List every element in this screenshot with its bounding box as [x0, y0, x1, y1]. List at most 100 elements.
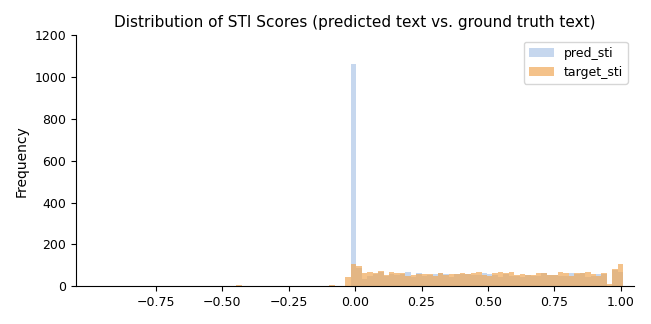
Bar: [542, 273, 547, 286]
Bar: [438, 273, 443, 286]
Bar: [563, 273, 569, 286]
Bar: [514, 276, 519, 286]
Bar: [542, 273, 547, 286]
Bar: [406, 276, 411, 286]
Bar: [427, 274, 432, 286]
Bar: [367, 276, 372, 286]
Bar: [443, 274, 449, 286]
Bar: [416, 274, 422, 286]
Bar: [569, 276, 574, 286]
Bar: [367, 272, 372, 286]
Bar: [503, 274, 509, 286]
Bar: [395, 273, 400, 286]
Bar: [519, 274, 525, 286]
Bar: [476, 272, 482, 286]
Bar: [389, 274, 395, 286]
Bar: [503, 273, 509, 286]
Bar: [351, 264, 356, 286]
Bar: [351, 64, 356, 286]
Bar: [596, 274, 602, 286]
Bar: [389, 272, 395, 286]
Bar: [558, 276, 563, 286]
Bar: [536, 276, 542, 286]
Bar: [395, 275, 400, 286]
Bar: [329, 285, 335, 286]
Bar: [618, 272, 623, 286]
Bar: [553, 275, 558, 286]
Bar: [514, 275, 519, 286]
Bar: [400, 273, 406, 286]
Bar: [613, 270, 618, 286]
Bar: [236, 285, 242, 286]
Bar: [471, 275, 476, 286]
Bar: [579, 273, 585, 286]
Bar: [400, 274, 406, 286]
Bar: [411, 275, 416, 286]
Bar: [498, 277, 503, 286]
Bar: [372, 273, 378, 286]
Bar: [454, 274, 460, 286]
Bar: [492, 275, 498, 286]
Bar: [547, 275, 553, 286]
Bar: [383, 274, 389, 286]
Bar: [585, 272, 590, 286]
Bar: [607, 284, 613, 286]
Bar: [525, 275, 531, 286]
Legend: pred_sti, target_sti: pred_sti, target_sti: [523, 41, 628, 84]
Bar: [553, 275, 558, 286]
Bar: [356, 266, 362, 286]
Bar: [432, 274, 438, 286]
Bar: [602, 273, 607, 286]
Bar: [585, 277, 590, 286]
Bar: [476, 275, 482, 286]
Bar: [356, 268, 362, 286]
Bar: [558, 272, 563, 286]
Bar: [602, 274, 607, 286]
Bar: [596, 276, 602, 286]
Bar: [454, 274, 460, 286]
Bar: [362, 279, 367, 286]
Y-axis label: Frequency: Frequency: [15, 125, 29, 197]
Bar: [590, 276, 596, 286]
Bar: [519, 277, 525, 286]
Bar: [362, 273, 367, 286]
Bar: [547, 274, 553, 286]
Bar: [416, 273, 422, 286]
Bar: [487, 276, 492, 286]
Bar: [422, 276, 427, 286]
Bar: [531, 276, 536, 286]
Bar: [482, 274, 487, 286]
Bar: [443, 273, 449, 286]
Bar: [569, 273, 574, 286]
Bar: [487, 274, 492, 286]
Bar: [406, 272, 411, 286]
Bar: [378, 272, 383, 286]
Bar: [525, 274, 531, 286]
Bar: [411, 277, 416, 286]
Bar: [574, 273, 579, 286]
Bar: [465, 274, 471, 286]
Bar: [482, 273, 487, 286]
Bar: [422, 273, 427, 286]
Bar: [449, 274, 454, 286]
Bar: [509, 272, 514, 286]
Bar: [618, 264, 623, 286]
Title: Distribution of STI Scores (predicted text vs. ground truth text): Distribution of STI Scores (predicted te…: [115, 15, 596, 30]
Bar: [465, 274, 471, 286]
Bar: [427, 274, 432, 286]
Bar: [531, 275, 536, 286]
Bar: [372, 274, 378, 286]
Bar: [509, 276, 514, 286]
Bar: [590, 274, 596, 286]
Bar: [613, 269, 618, 286]
Bar: [449, 277, 454, 286]
Bar: [378, 271, 383, 286]
Bar: [563, 276, 569, 286]
Bar: [536, 273, 542, 286]
Bar: [460, 273, 465, 286]
Bar: [432, 276, 438, 286]
Bar: [383, 276, 389, 286]
Bar: [498, 272, 503, 286]
Bar: [579, 273, 585, 286]
Bar: [574, 273, 579, 286]
